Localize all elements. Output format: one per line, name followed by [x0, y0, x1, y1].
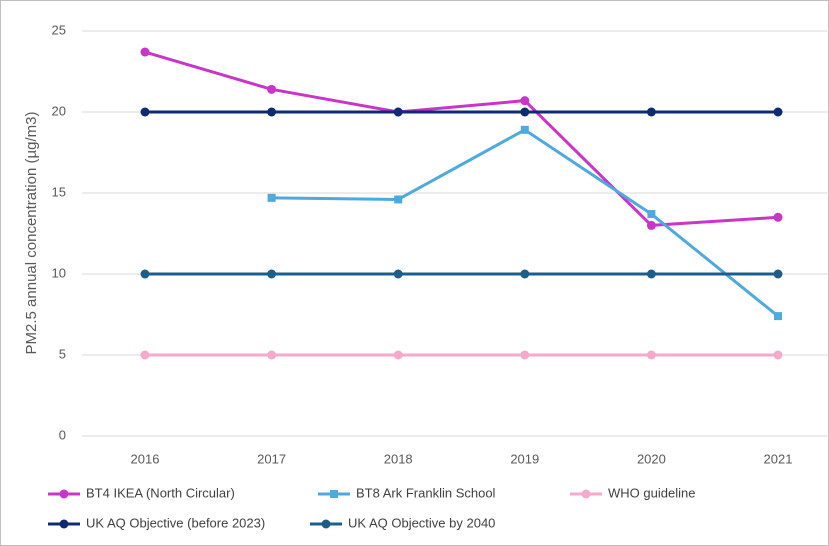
marker	[267, 350, 277, 360]
y-tick-label: 25	[52, 22, 66, 37]
y-tick-label: 10	[52, 265, 66, 280]
marker	[773, 269, 783, 279]
marker	[140, 269, 150, 279]
series	[140, 350, 783, 360]
x-tick-label: 2019	[510, 451, 539, 466]
marker	[140, 47, 150, 57]
marker	[393, 107, 403, 117]
marker	[140, 350, 150, 360]
x-tick-label: 2021	[764, 451, 793, 466]
y-tick-label: 0	[59, 427, 66, 442]
legend: BT4 IKEA (North Circular) BT8 Ark Frankli…	[48, 485, 695, 530]
series	[140, 269, 783, 279]
series-line	[144, 50, 779, 227]
marker	[520, 350, 530, 360]
legend-label: BT4 IKEA (North Circular)	[86, 485, 235, 500]
series	[140, 47, 783, 230]
x-tick-label: 2020	[637, 451, 666, 466]
series	[140, 107, 783, 117]
legend-marker	[59, 489, 69, 499]
marker	[393, 269, 403, 279]
marker	[774, 312, 782, 321]
legend-label: UK AQ Objective (before 2023)	[86, 515, 265, 530]
marker	[773, 212, 783, 222]
legend-marker	[330, 490, 338, 498]
legend-marker	[581, 489, 591, 499]
marker	[520, 107, 530, 117]
marker	[520, 125, 529, 134]
marker	[646, 350, 656, 360]
legend-label: WHO guideline	[608, 485, 695, 500]
marker	[646, 220, 656, 230]
legend-marker	[321, 519, 331, 529]
x-tick-label: 2016	[131, 451, 160, 466]
legend-label: UK AQ Objective by 2040	[348, 515, 495, 530]
y-tick-label: 15	[52, 184, 66, 199]
marker	[267, 107, 277, 117]
legend-label: BT8 Ark Franklin School	[356, 485, 496, 500]
series	[267, 125, 782, 321]
marker	[773, 107, 783, 117]
marker	[267, 269, 277, 279]
marker	[267, 193, 276, 202]
marker	[267, 84, 277, 94]
marker	[646, 107, 656, 117]
y-tick-label: 5	[59, 346, 66, 361]
x-tick-label: 2017	[257, 451, 286, 466]
x-tick-label: 2018	[384, 451, 413, 466]
marker	[393, 350, 403, 360]
y-tick-label: 20	[52, 103, 66, 118]
y-axis-label: PM2.5 annual concentration (µg/m3)	[23, 112, 40, 355]
marker	[647, 210, 656, 219]
legend-marker	[59, 519, 69, 529]
marker	[394, 195, 403, 204]
marker	[140, 107, 150, 117]
marker	[520, 96, 530, 106]
marker	[773, 350, 783, 360]
marker	[520, 269, 530, 279]
marker	[646, 269, 656, 279]
